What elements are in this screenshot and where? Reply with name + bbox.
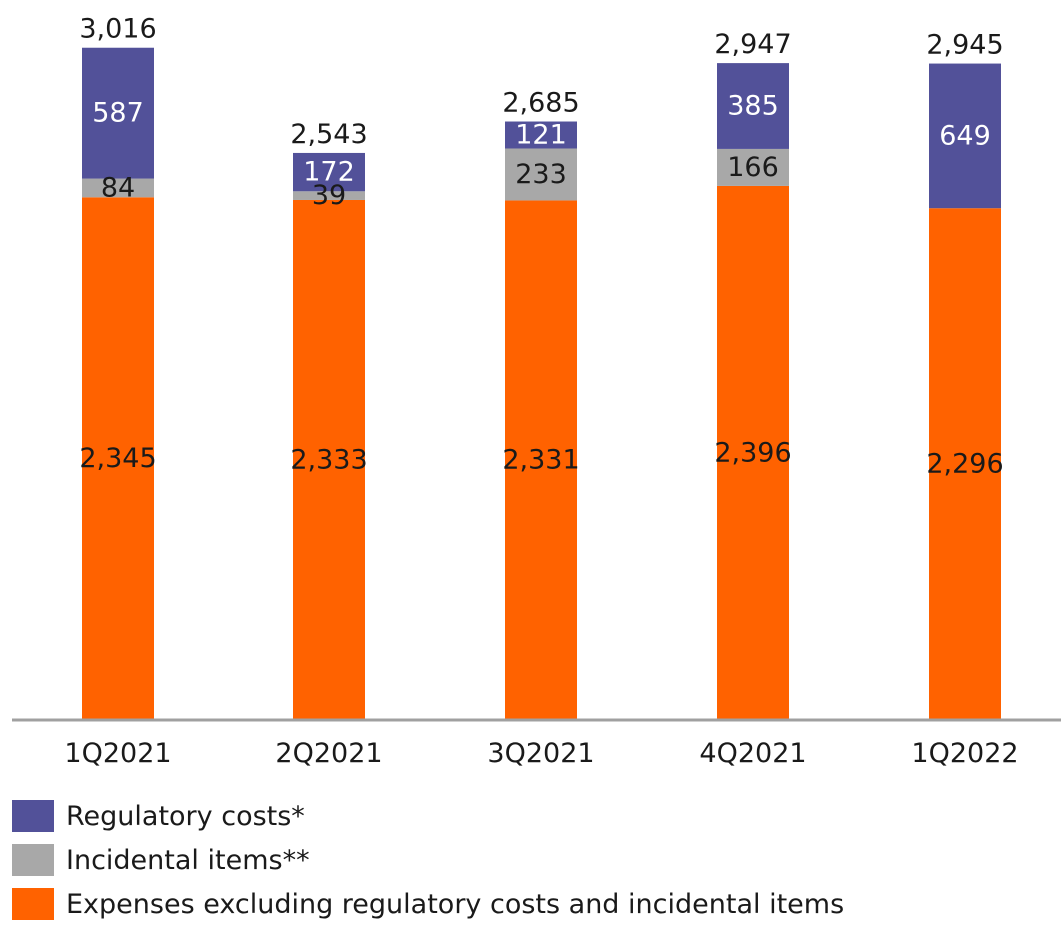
legend-swatch-regulatory: [12, 800, 54, 832]
legend-swatch-incidental: [12, 844, 54, 876]
legend: Regulatory costs* Incidental items** Exp…: [12, 794, 844, 926]
value-label-regulatory-1Q2021: 587: [92, 98, 144, 129]
value-label-expenses-4Q2021: 2,396: [714, 437, 791, 468]
bars-group: [82, 47, 1001, 721]
value-label-expenses-2Q2021: 2,333: [290, 444, 367, 475]
value-label-incidental-4Q2021: 166: [727, 152, 779, 183]
value-label-expenses-1Q2021: 2,345: [79, 443, 156, 474]
bar-incidental-3Q2021: [505, 148, 577, 201]
value-label-regulatory-3Q2021: 121: [515, 119, 567, 150]
bar-expenses-3Q2021: [505, 200, 577, 720]
x-axis-ticks: 1Q2021 2Q2021 3Q2021 4Q2021 1Q2022: [64, 738, 1018, 769]
legend-label-expenses: Expenses excluding regulatory costs and …: [66, 888, 845, 920]
bar-regulatory-1Q2021: [82, 47, 154, 179]
x-tick-2Q2021: 2Q2021: [275, 738, 382, 769]
value-label-expenses-1Q2022: 2,296: [926, 449, 1003, 480]
bar-expenses-2Q2021: [293, 199, 365, 720]
legend-item-incidental: Incidental items**: [12, 838, 844, 882]
value-label-incidental-2Q2021: 39: [312, 180, 346, 211]
x-tick-1Q2021: 1Q2021: [64, 738, 171, 769]
value-label-incidental-1Q2021: 84: [101, 172, 135, 203]
value-label-regulatory-1Q2022: 649: [939, 120, 991, 151]
bar-incidental-1Q2021: [82, 178, 154, 198]
bar-regulatory-3Q2021: [505, 121, 577, 149]
legend-item-regulatory: Regulatory costs*: [12, 794, 844, 838]
bar-incidental-4Q2021: [717, 148, 789, 186]
total-label-1Q2022: 2,945: [926, 30, 1003, 61]
bar-expenses-1Q2021: [82, 197, 154, 720]
total-label-4Q2021: 2,947: [714, 29, 791, 60]
legend-label-regulatory: Regulatory costs*: [66, 800, 305, 832]
bar-expenses-1Q2022: [929, 208, 1001, 720]
bar-regulatory-2Q2021: [293, 152, 365, 192]
x-tick-1Q2022: 1Q2022: [911, 738, 1018, 769]
legend-label-incidental: Incidental items**: [66, 844, 310, 876]
bar-expenses-4Q2021: [717, 185, 789, 721]
total-label-2Q2021: 2,543: [290, 119, 367, 150]
total-label-3Q2021: 2,685: [502, 88, 579, 119]
bar-regulatory-1Q2022: [929, 63, 1001, 209]
x-tick-4Q2021: 4Q2021: [699, 738, 806, 769]
bar-incidental-2Q2021: [293, 191, 365, 200]
x-tick-3Q2021: 3Q2021: [487, 738, 594, 769]
legend-item-expenses: Expenses excluding regulatory costs and …: [12, 882, 844, 926]
value-label-regulatory-2Q2021: 172: [303, 157, 355, 188]
value-label-incidental-3Q2021: 233: [515, 159, 567, 190]
bar-regulatory-4Q2021: [717, 63, 789, 149]
total-label-1Q2021: 3,016: [79, 14, 156, 45]
value-label-expenses-3Q2021: 2,331: [502, 445, 579, 476]
legend-swatch-expenses: [12, 888, 54, 920]
value-label-regulatory-4Q2021: 385: [727, 91, 779, 122]
